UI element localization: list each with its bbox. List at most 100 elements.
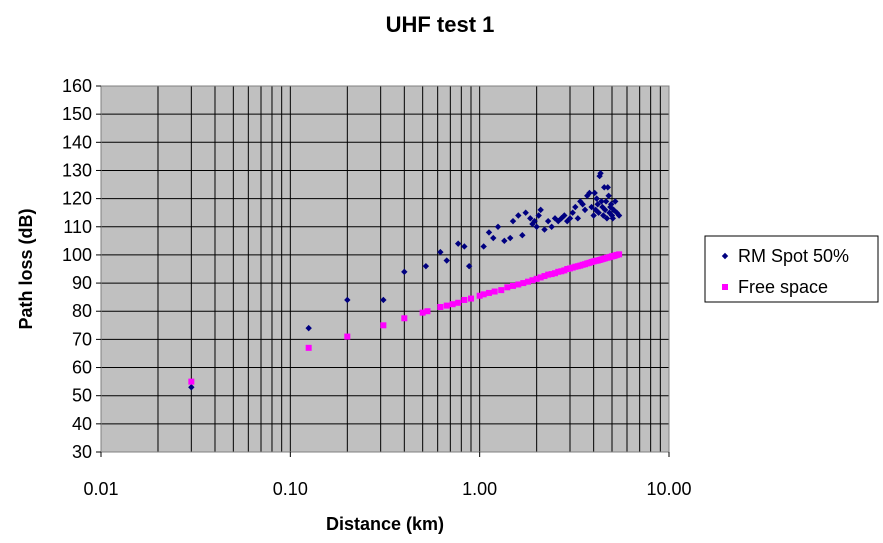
data-point (485, 229, 493, 236)
data-point (548, 271, 555, 278)
data-point (588, 203, 595, 211)
data-point (468, 295, 475, 302)
series-free-space (188, 251, 623, 385)
data-point (529, 220, 536, 228)
data-point (561, 212, 568, 219)
legend-box (704, 235, 879, 303)
data-point (551, 215, 559, 222)
legend-label-free-space: Free space (738, 277, 828, 297)
data-point (461, 296, 468, 303)
data-point (615, 212, 623, 219)
data-point (490, 234, 497, 242)
y-tick-label: 110 (63, 217, 92, 237)
data-point (188, 384, 195, 391)
data-point (593, 195, 600, 202)
legend-marker-rm-spot (721, 252, 729, 260)
data-point (597, 170, 604, 177)
data-point (552, 270, 559, 277)
data-point (509, 217, 517, 225)
data-point (455, 299, 462, 306)
y-tick-label: 120 (62, 189, 92, 209)
data-point (401, 315, 408, 322)
data-point (566, 215, 574, 222)
data-point (596, 172, 603, 180)
data-point (606, 209, 613, 216)
data-point (449, 301, 456, 308)
data-point (485, 289, 492, 296)
y-tick-label: 40 (72, 414, 92, 434)
y-tick-label: 80 (72, 301, 92, 321)
data-point (609, 215, 617, 222)
data-point (531, 217, 538, 225)
x-axis-title: Distance (km) (326, 514, 444, 534)
data-point (592, 206, 599, 214)
data-point (564, 217, 571, 225)
data-point (480, 243, 487, 250)
legend: RM Spot 50% Free space (704, 235, 879, 303)
series-rm-spot (188, 170, 623, 391)
data-point (380, 322, 387, 329)
legend-label-rm-spot: RM Spot 50% (738, 246, 849, 266)
x-tick-label: 0.10 (273, 479, 308, 499)
y-tick-label: 160 (62, 76, 92, 96)
data-point (544, 217, 552, 225)
data-point (424, 308, 431, 315)
data-point (527, 215, 534, 222)
data-point (443, 302, 450, 309)
y-tick-label: 140 (62, 132, 92, 152)
y-tick-label: 90 (72, 273, 92, 293)
data-point (548, 223, 555, 230)
data-point (535, 212, 542, 219)
data-point (598, 198, 605, 205)
data-point (507, 234, 514, 242)
data-point (604, 184, 611, 191)
data-point (443, 257, 450, 264)
x-tick-label: 10.00 (646, 479, 691, 499)
data-point (537, 206, 544, 214)
y-axis-title: Path loss (dB) (16, 208, 36, 329)
y-tick-label: 70 (72, 329, 92, 349)
y-tick-label: 60 (72, 358, 92, 378)
data-point (569, 209, 576, 216)
data-point (607, 201, 615, 208)
data-point (465, 262, 473, 270)
data-point (188, 378, 195, 385)
data-point (595, 209, 602, 216)
data-point (586, 189, 593, 197)
data-point (591, 189, 598, 197)
y-tick-label: 150 (62, 104, 92, 124)
data-point (494, 223, 502, 230)
data-point (545, 271, 552, 278)
data-point (558, 215, 565, 222)
data-point (529, 277, 536, 284)
data-point (572, 203, 579, 211)
chart-title: UHF test 1 (386, 12, 495, 37)
data-point (498, 287, 505, 294)
data-point (524, 278, 531, 285)
data-point (419, 309, 426, 316)
data-point (601, 206, 609, 214)
data-point (480, 291, 487, 298)
data-point (612, 198, 619, 205)
plot-area (101, 86, 669, 452)
data-point (613, 209, 620, 216)
y-axis-ticks: 30 40 50 60 70 80 90 100 110 120 130 140 150 160 (62, 76, 101, 462)
data-point (533, 275, 540, 282)
data-point (574, 215, 582, 222)
data-point (519, 232, 526, 239)
data-point (533, 223, 540, 230)
data-point (504, 284, 511, 291)
legend-marker (721, 252, 729, 260)
data-point (579, 201, 586, 208)
data-point (616, 251, 623, 258)
data-point (515, 281, 522, 288)
data-point (305, 324, 312, 332)
data-point (537, 274, 544, 281)
plot-border (100, 85, 670, 453)
data-point (541, 226, 548, 233)
legend-marker (722, 284, 728, 290)
data-point (461, 243, 468, 250)
data-point (401, 268, 408, 276)
legend-marker-free-space (722, 284, 728, 290)
